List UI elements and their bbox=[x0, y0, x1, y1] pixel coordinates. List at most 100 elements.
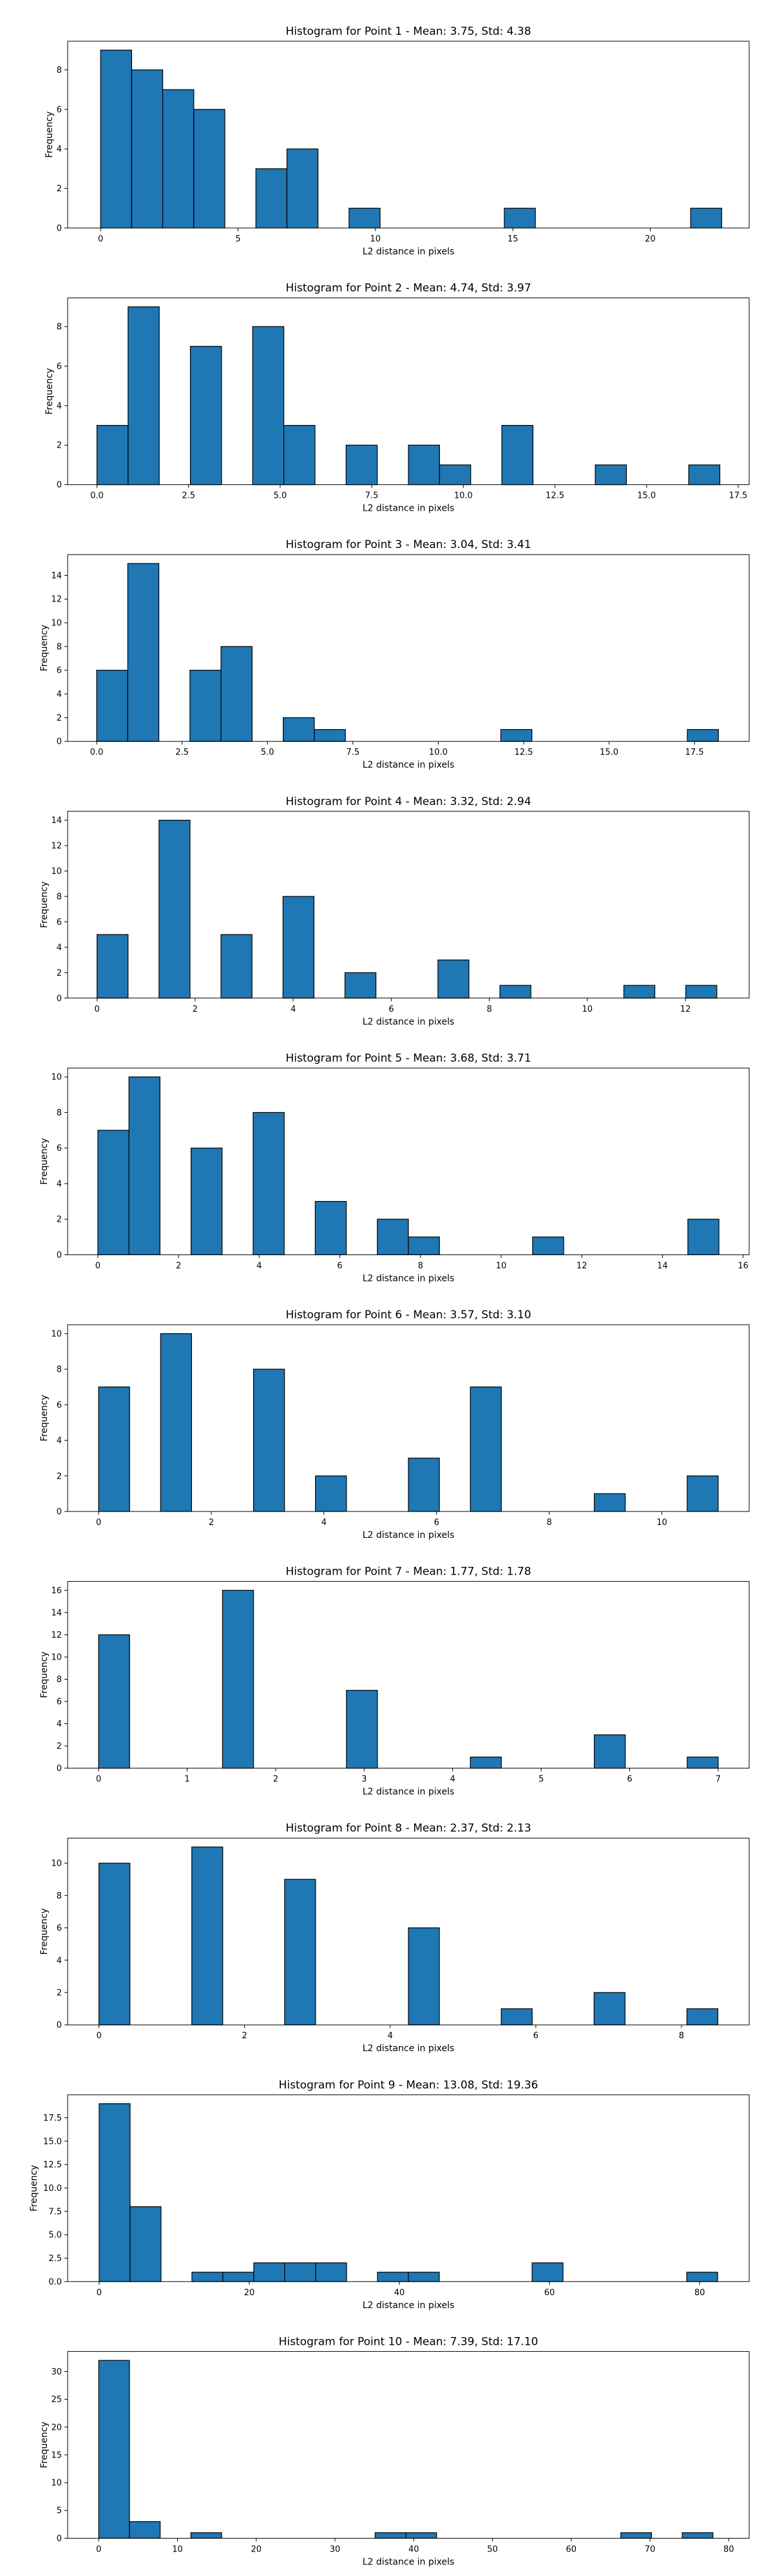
x-tick-label: 4 bbox=[450, 1775, 455, 1785]
y-tick-label: 6 bbox=[57, 918, 62, 927]
y-tick-label: 0 bbox=[57, 2534, 62, 2544]
y-tick-label: 15 bbox=[51, 2450, 62, 2460]
x-tick-label: 60 bbox=[544, 2288, 555, 2298]
y-tick-label: 4 bbox=[57, 690, 62, 699]
x-axis-label: L2 distance in pixels bbox=[363, 1787, 455, 1797]
histogram-bar bbox=[346, 1690, 378, 1769]
histogram-bar bbox=[408, 2271, 440, 2282]
histogram-panel-1: Histogram for Point 1 - Mean: 3.75, Std:… bbox=[44, 25, 750, 257]
y-tick-label: 2 bbox=[57, 1742, 62, 1752]
histogram-bar bbox=[314, 1200, 347, 1255]
x-tick-label: 2.5 bbox=[182, 491, 195, 501]
y-tick-label: 12 bbox=[51, 1631, 62, 1640]
histogram-bar bbox=[348, 207, 381, 229]
x-tick-label: 12.5 bbox=[546, 491, 564, 501]
histogram-bar bbox=[98, 1634, 130, 1769]
y-tick-label: 14 bbox=[51, 571, 62, 581]
y-tick-label: 5 bbox=[57, 2506, 62, 2516]
histogram-bar bbox=[687, 729, 719, 742]
histogram-panel-9: Histogram for Point 9 - Mean: 13.08, Std… bbox=[29, 2079, 750, 2311]
histogram-bar bbox=[98, 2360, 130, 2539]
x-axis-label: L2 distance in pixels bbox=[363, 1017, 455, 1027]
y-tick-label: 0.0 bbox=[48, 2277, 62, 2287]
x-tick-label: 12 bbox=[577, 1261, 587, 1271]
x-tick-label: 15.0 bbox=[637, 491, 656, 501]
histogram-bar bbox=[377, 2271, 409, 2282]
y-tick-label: 10.0 bbox=[43, 2184, 62, 2193]
axes-frame bbox=[67, 1324, 750, 1512]
y-tick-label: 8 bbox=[57, 66, 62, 75]
x-tick-label: 4 bbox=[291, 1005, 296, 1014]
histogram-bar bbox=[499, 985, 531, 999]
x-tick-label: 6 bbox=[388, 1005, 394, 1014]
histogram-bar bbox=[222, 1589, 254, 1769]
y-tick-label: 10 bbox=[51, 2479, 62, 2488]
histogram-bar bbox=[220, 646, 253, 742]
x-tick-label: 2 bbox=[176, 1261, 181, 1271]
y-tick-label: 4 bbox=[57, 1956, 62, 1965]
histogram-panel-5: Histogram for Point 5 - Mean: 3.68, Std:… bbox=[39, 1052, 750, 1283]
x-tick-label: 10 bbox=[172, 2544, 183, 2554]
histogram-bar bbox=[315, 2262, 347, 2282]
histogram-bar bbox=[128, 1076, 160, 1255]
x-tick-label: 15.0 bbox=[600, 748, 618, 757]
histogram-bar bbox=[189, 346, 222, 486]
x-tick-label: 80 bbox=[694, 2288, 705, 2298]
histogram-bar bbox=[687, 1756, 719, 1769]
y-tick-label: 25 bbox=[51, 2395, 62, 2405]
histogram-bar bbox=[97, 1130, 129, 1255]
histogram-bar bbox=[593, 1734, 626, 1769]
y-tick-label: 4 bbox=[57, 145, 62, 155]
y-tick-label: 12.5 bbox=[43, 2161, 62, 2170]
x-tick-label: 20 bbox=[244, 2288, 255, 2298]
x-tick-label: 0.0 bbox=[90, 491, 104, 501]
histogram-panel-10: Histogram for Point 10 - Mean: 7.39, Std… bbox=[39, 2335, 750, 2567]
histogram-bar bbox=[284, 1879, 316, 2025]
y-tick-label: 2 bbox=[57, 1988, 62, 1998]
y-tick-label: 2 bbox=[57, 714, 62, 723]
x-tick-label: 10.0 bbox=[454, 491, 473, 501]
axes-frame bbox=[67, 1581, 750, 1769]
histogram-bar bbox=[127, 563, 160, 742]
y-tick-label: 6 bbox=[57, 1144, 62, 1153]
histogram-bar bbox=[439, 464, 472, 486]
y-axis-label: Frequency bbox=[39, 1908, 50, 1955]
histogram-bar bbox=[253, 1112, 285, 1256]
y-tick-label: 0 bbox=[57, 994, 62, 1003]
x-tick-label: 6 bbox=[337, 1261, 342, 1271]
chart-title: Histogram for Point 3 - Mean: 3.04, Std:… bbox=[285, 538, 531, 551]
y-tick-label: 5.0 bbox=[48, 2231, 62, 2240]
chart-title: Histogram for Point 10 - Mean: 7.39, Std… bbox=[279, 2335, 539, 2348]
y-tick-label: 4 bbox=[57, 401, 62, 411]
x-tick-label: 10 bbox=[582, 1005, 593, 1014]
histogram-bar bbox=[686, 2008, 718, 2025]
histogram-bar bbox=[470, 1756, 502, 1769]
histogram-panel-4: Histogram for Point 4 - Mean: 3.32, Std:… bbox=[39, 795, 750, 1027]
x-axis-label: L2 distance in pixels bbox=[363, 247, 455, 257]
histogram-bar bbox=[595, 464, 627, 486]
histogram-bar bbox=[685, 985, 718, 999]
histogram-panel-8: Histogram for Point 8 - Mean: 2.37, Std:… bbox=[39, 1822, 750, 2054]
x-tick-label: 2.5 bbox=[175, 748, 189, 757]
y-tick-label: 30 bbox=[51, 2367, 62, 2377]
x-tick-label: 7.5 bbox=[365, 491, 379, 501]
y-tick-label: 2 bbox=[57, 184, 62, 194]
y-tick-label: 15.0 bbox=[43, 2137, 62, 2146]
histogram-bar bbox=[690, 207, 722, 229]
histogram-bar bbox=[131, 69, 164, 229]
axes-frame bbox=[67, 41, 750, 229]
x-axis-label: L2 distance in pixels bbox=[363, 1530, 455, 1540]
histogram-bar bbox=[191, 1846, 224, 2025]
histogram-bar bbox=[129, 2521, 161, 2539]
x-tick-label: 15 bbox=[508, 234, 519, 244]
y-tick-label: 2 bbox=[57, 441, 62, 451]
y-tick-label: 2 bbox=[57, 1472, 62, 1481]
x-tick-label: 2 bbox=[273, 1775, 278, 1785]
histogram-bar bbox=[682, 2532, 714, 2539]
y-tick-label: 4 bbox=[57, 1436, 62, 1446]
histogram-bar bbox=[532, 1236, 564, 1256]
histogram-panel-2: Histogram for Point 2 - Mean: 4.74, Std:… bbox=[44, 282, 750, 514]
histogram-panel-7: Histogram for Point 7 - Mean: 1.77, Std:… bbox=[39, 1566, 750, 1797]
y-tick-label: 10 bbox=[51, 619, 62, 629]
